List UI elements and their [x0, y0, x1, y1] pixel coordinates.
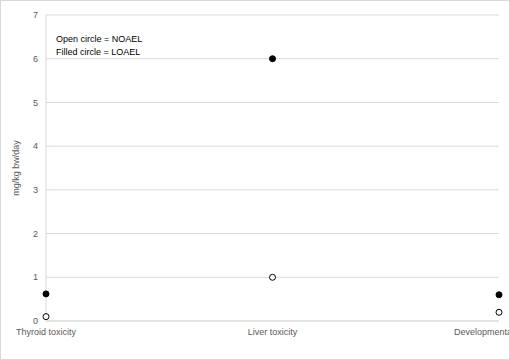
- svg-text:7: 7: [33, 10, 38, 20]
- html-text:Open circle = NOAEL: Open circle = NOAEL: [56, 34, 143, 44]
- svg-text:6: 6: [33, 54, 38, 64]
- svg-text:1: 1: [33, 272, 38, 282]
- svg-text:5: 5: [33, 98, 38, 108]
- svg-text:Developmental toxicity: Developmental toxicity: [454, 327, 502, 337]
- svg-text:2: 2: [33, 229, 38, 239]
- svg-text:mg/kg bw/day: mg/kg bw/day: [11, 140, 21, 196]
- svg-text:4: 4: [33, 141, 38, 151]
- svg-text:3: 3: [33, 185, 38, 195]
- svg-text:0: 0: [33, 316, 38, 326]
- svg-text:Liver toxicity: Liver toxicity: [248, 327, 298, 337]
- html-text:Filled circle = LOAEL: Filled circle = LOAEL: [56, 47, 141, 57]
- svg-text:Thyroid toxicity: Thyroid toxicity: [16, 327, 77, 337]
